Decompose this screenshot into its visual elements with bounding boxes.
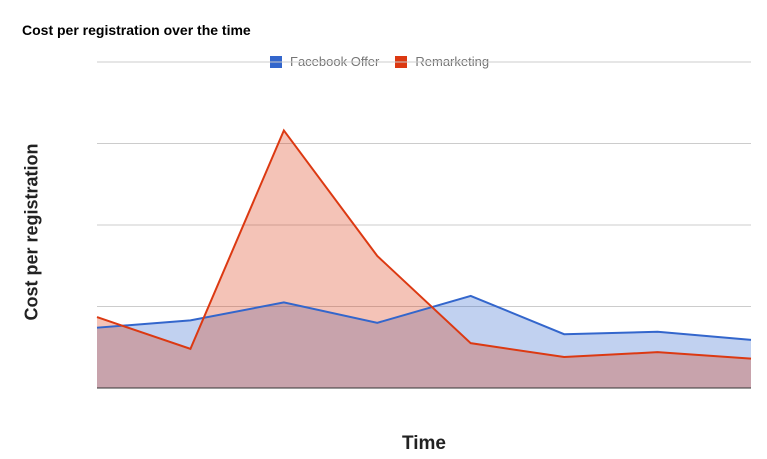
series-line-1: [96, 128, 752, 360]
area-1: [97, 130, 751, 388]
y-axis-label: Cost per registration: [21, 143, 42, 321]
area-0: [97, 295, 751, 388]
chart-title: Cost per registration over the time: [22, 22, 251, 38]
series-line-0: [96, 294, 752, 341]
x-axis-label: Time: [401, 433, 447, 454]
